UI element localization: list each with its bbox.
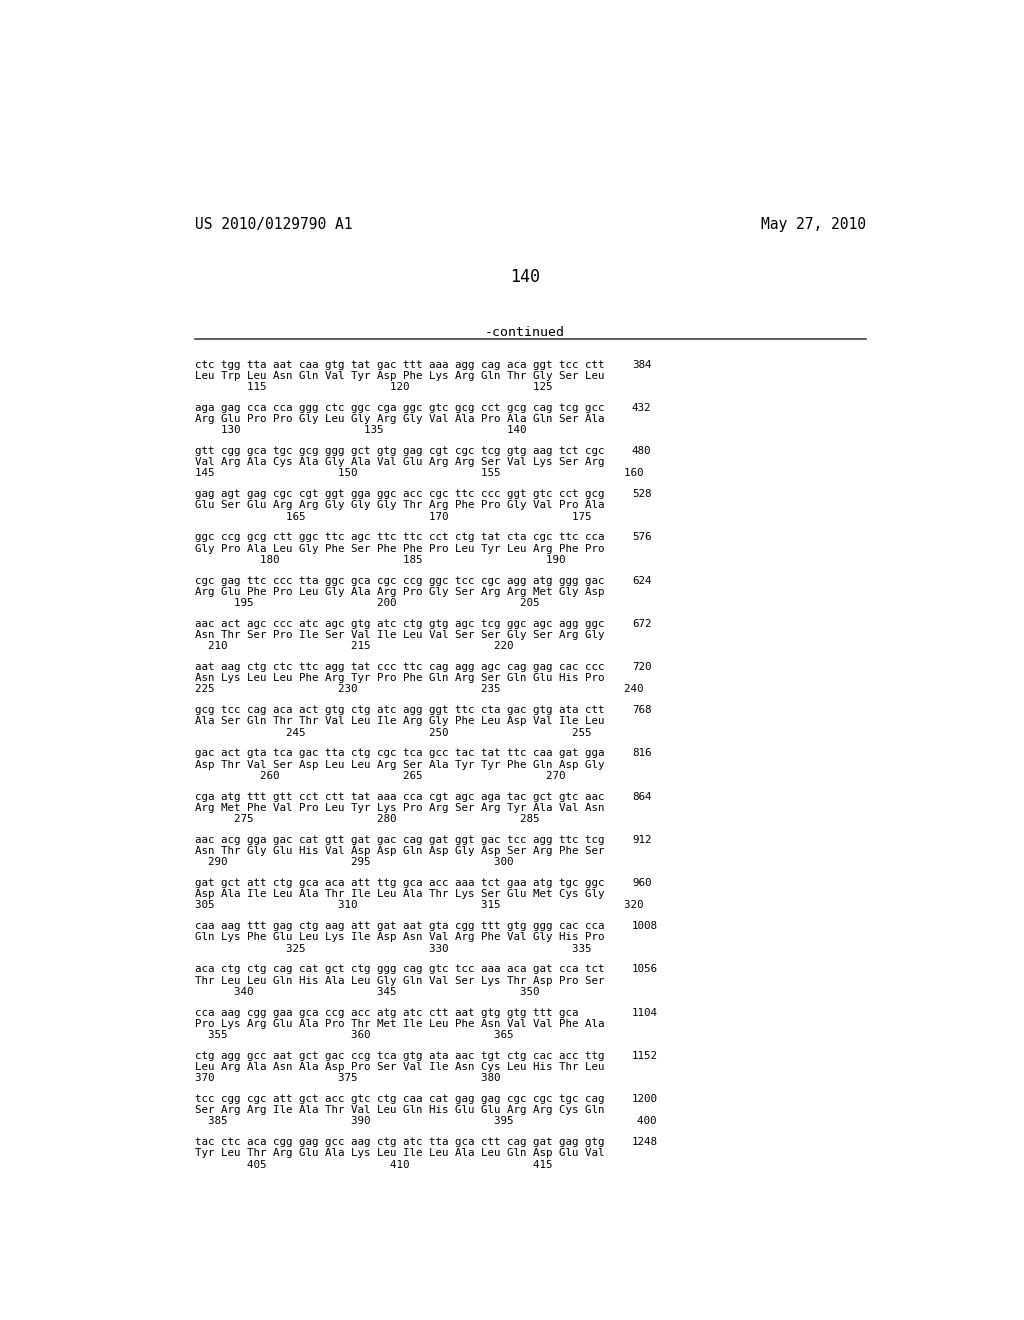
Text: Asp Thr Val Ser Asp Leu Leu Arg Ser Ala Tyr Tyr Phe Gln Asp Gly: Asp Thr Val Ser Asp Leu Leu Arg Ser Ala … bbox=[196, 759, 605, 770]
Text: Asn Thr Ser Pro Ile Ser Val Ile Leu Val Ser Ser Gly Ser Arg Gly: Asn Thr Ser Pro Ile Ser Val Ile Leu Val … bbox=[196, 630, 605, 640]
Text: aat aag ctg ctc ttc agg tat ccc ttc cag agg agc cag gag cac ccc: aat aag ctg ctc ttc agg tat ccc ttc cag … bbox=[196, 663, 605, 672]
Text: Pro Lys Arg Glu Ala Pro Thr Met Ile Leu Phe Asn Val Val Phe Ala: Pro Lys Arg Glu Ala Pro Thr Met Ile Leu … bbox=[196, 1019, 605, 1028]
Text: 864: 864 bbox=[632, 792, 651, 801]
Text: May 27, 2010: May 27, 2010 bbox=[761, 218, 866, 232]
Text: 385                   390                   395                   400: 385 390 395 400 bbox=[196, 1117, 657, 1126]
Text: Gly Pro Ala Leu Gly Phe Ser Phe Phe Pro Leu Tyr Leu Arg Phe Pro: Gly Pro Ala Leu Gly Phe Ser Phe Phe Pro … bbox=[196, 544, 605, 553]
Text: 115                   120                   125: 115 120 125 bbox=[196, 381, 553, 392]
Text: 225                   230                   235                   240: 225 230 235 240 bbox=[196, 684, 644, 694]
Text: 1200: 1200 bbox=[632, 1094, 658, 1104]
Text: Asn Lys Leu Leu Phe Arg Tyr Pro Phe Gln Arg Ser Gln Glu His Pro: Asn Lys Leu Leu Phe Arg Tyr Pro Phe Gln … bbox=[196, 673, 605, 684]
Text: 384: 384 bbox=[632, 359, 651, 370]
Text: Ser Arg Arg Ile Ala Thr Val Leu Gln His Glu Glu Arg Arg Cys Gln: Ser Arg Arg Ile Ala Thr Val Leu Gln His … bbox=[196, 1105, 605, 1115]
Text: 305                   310                   315                   320: 305 310 315 320 bbox=[196, 900, 644, 911]
Text: 355                   360                   365: 355 360 365 bbox=[196, 1030, 514, 1040]
Text: 210                   215                   220: 210 215 220 bbox=[196, 642, 514, 651]
Text: 245                   250                   255: 245 250 255 bbox=[196, 727, 592, 738]
Text: 576: 576 bbox=[632, 532, 651, 543]
Text: 145                   150                   155                   160: 145 150 155 160 bbox=[196, 469, 644, 478]
Text: ctc tgg tta aat caa gtg tat gac ttt aaa agg cag aca ggt tcc ctt: ctc tgg tta aat caa gtg tat gac ttt aaa … bbox=[196, 359, 605, 370]
Text: Glu Ser Glu Arg Arg Gly Gly Gly Thr Arg Phe Pro Gly Val Pro Ala: Glu Ser Glu Arg Arg Gly Gly Gly Thr Arg … bbox=[196, 500, 605, 511]
Text: 340                   345                   350: 340 345 350 bbox=[196, 987, 540, 997]
Text: gag agt gag cgc cgt ggt gga ggc acc cgc ttc ccc ggt gtc cct gcg: gag agt gag cgc cgt ggt gga ggc acc cgc … bbox=[196, 490, 605, 499]
Text: 624: 624 bbox=[632, 576, 651, 586]
Text: 180                   185                   190: 180 185 190 bbox=[196, 554, 566, 565]
Text: 260                   265                   270: 260 265 270 bbox=[196, 771, 566, 781]
Text: 480: 480 bbox=[632, 446, 651, 455]
Text: Arg Glu Phe Pro Leu Gly Ala Arg Pro Gly Ser Arg Arg Met Gly Asp: Arg Glu Phe Pro Leu Gly Ala Arg Pro Gly … bbox=[196, 587, 605, 597]
Text: 816: 816 bbox=[632, 748, 651, 759]
Text: 275                   280                   285: 275 280 285 bbox=[196, 814, 540, 824]
Text: 1248: 1248 bbox=[632, 1138, 658, 1147]
Text: gcg tcc cag aca act gtg ctg atc agg ggt ttc cta gac gtg ata ctt: gcg tcc cag aca act gtg ctg atc agg ggt … bbox=[196, 705, 605, 715]
Text: 912: 912 bbox=[632, 834, 651, 845]
Text: aac acg gga gac cat gtt gat gac cag gat ggt gac tcc agg ttc tcg: aac acg gga gac cat gtt gat gac cag gat … bbox=[196, 834, 605, 845]
Text: cga atg ttt gtt cct ctt tat aaa cca cgt agc aga tac gct gtc aac: cga atg ttt gtt cct ctt tat aaa cca cgt … bbox=[196, 792, 605, 801]
Text: Leu Trp Leu Asn Gln Val Tyr Asp Phe Lys Arg Gln Thr Gly Ser Leu: Leu Trp Leu Asn Gln Val Tyr Asp Phe Lys … bbox=[196, 371, 605, 381]
Text: 1056: 1056 bbox=[632, 965, 658, 974]
Text: aca ctg ctg cag cat gct ctg ggg cag gtc tcc aaa aca gat cca tct: aca ctg ctg cag cat gct ctg ggg cag gtc … bbox=[196, 965, 605, 974]
Text: 960: 960 bbox=[632, 878, 651, 888]
Text: 290                   295                   300: 290 295 300 bbox=[196, 857, 514, 867]
Text: tac ctc aca cgg gag gcc aag ctg atc tta gca ctt cag gat gag gtg: tac ctc aca cgg gag gcc aag ctg atc tta … bbox=[196, 1138, 605, 1147]
Text: gat gct att ctg gca aca att ttg gca acc aaa tct gaa atg tgc ggc: gat gct att ctg gca aca att ttg gca acc … bbox=[196, 878, 605, 888]
Text: caa aag ttt gag ctg aag att gat aat gta cgg ttt gtg ggg cac cca: caa aag ttt gag ctg aag att gat aat gta … bbox=[196, 921, 605, 931]
Text: Asn Thr Gly Glu His Val Asp Asp Gln Asp Gly Asp Ser Arg Phe Ser: Asn Thr Gly Glu His Val Asp Asp Gln Asp … bbox=[196, 846, 605, 855]
Text: gtt cgg gca tgc gcg ggg gct gtg gag cgt cgc tcg gtg aag tct cgc: gtt cgg gca tgc gcg ggg gct gtg gag cgt … bbox=[196, 446, 605, 455]
Text: 140: 140 bbox=[510, 268, 540, 286]
Text: 130                   135                   140: 130 135 140 bbox=[196, 425, 527, 436]
Text: 1152: 1152 bbox=[632, 1051, 658, 1061]
Text: Gln Lys Phe Glu Leu Lys Ile Asp Asn Val Arg Phe Val Gly His Pro: Gln Lys Phe Glu Leu Lys Ile Asp Asn Val … bbox=[196, 932, 605, 942]
Text: cca aag cgg gaa gca ccg acc atg atc ctt aat gtg gtg ttt gca: cca aag cgg gaa gca ccg acc atg atc ctt … bbox=[196, 1007, 579, 1018]
Text: ctg agg gcc aat gct gac ccg tca gtg ata aac tgt ctg cac acc ttg: ctg agg gcc aat gct gac ccg tca gtg ata … bbox=[196, 1051, 605, 1061]
Text: aac act agc ccc atc agc gtg atc ctg gtg agc tcg ggc agc agg ggc: aac act agc ccc atc agc gtg atc ctg gtg … bbox=[196, 619, 605, 628]
Text: 432: 432 bbox=[632, 403, 651, 413]
Text: 1104: 1104 bbox=[632, 1007, 658, 1018]
Text: -continued: -continued bbox=[484, 326, 565, 339]
Text: US 2010/0129790 A1: US 2010/0129790 A1 bbox=[196, 218, 353, 232]
Text: aga gag cca cca ggg ctc ggc cga ggc gtc gcg cct gcg cag tcg gcc: aga gag cca cca ggg ctc ggc cga ggc gtc … bbox=[196, 403, 605, 413]
Text: 165                   170                   175: 165 170 175 bbox=[196, 512, 592, 521]
Text: 672: 672 bbox=[632, 619, 651, 628]
Text: Leu Arg Ala Asn Ala Asp Pro Ser Val Ile Asn Cys Leu His Thr Leu: Leu Arg Ala Asn Ala Asp Pro Ser Val Ile … bbox=[196, 1063, 605, 1072]
Text: tcc cgg cgc att gct acc gtc ctg caa cat gag gag cgc cgc tgc cag: tcc cgg cgc att gct acc gtc ctg caa cat … bbox=[196, 1094, 605, 1104]
Text: ggc ccg gcg ctt ggc ttc agc ttc ttc cct ctg tat cta cgc ttc cca: ggc ccg gcg ctt ggc ttc agc ttc ttc cct … bbox=[196, 532, 605, 543]
Text: 528: 528 bbox=[632, 490, 651, 499]
Text: Val Arg Ala Cys Ala Gly Ala Val Glu Arg Arg Ser Val Lys Ser Arg: Val Arg Ala Cys Ala Gly Ala Val Glu Arg … bbox=[196, 457, 605, 467]
Text: 1008: 1008 bbox=[632, 921, 658, 931]
Text: Asp Ala Ile Leu Ala Thr Ile Leu Ala Thr Lys Ser Glu Met Cys Gly: Asp Ala Ile Leu Ala Thr Ile Leu Ala Thr … bbox=[196, 890, 605, 899]
Text: Arg Glu Pro Pro Gly Leu Gly Arg Gly Val Ala Pro Ala Gln Ser Ala: Arg Glu Pro Pro Gly Leu Gly Arg Gly Val … bbox=[196, 414, 605, 424]
Text: 195                   200                   205: 195 200 205 bbox=[196, 598, 540, 609]
Text: 768: 768 bbox=[632, 705, 651, 715]
Text: Arg Met Phe Val Pro Leu Tyr Lys Pro Arg Ser Arg Tyr Ala Val Asn: Arg Met Phe Val Pro Leu Tyr Lys Pro Arg … bbox=[196, 803, 605, 813]
Text: 325                   330                   335: 325 330 335 bbox=[196, 944, 592, 953]
Text: Tyr Leu Thr Arg Glu Ala Lys Leu Ile Leu Ala Leu Gln Asp Glu Val: Tyr Leu Thr Arg Glu Ala Lys Leu Ile Leu … bbox=[196, 1148, 605, 1159]
Text: cgc gag ttc ccc tta ggc gca cgc ccg ggc tcc cgc agg atg ggg gac: cgc gag ttc ccc tta ggc gca cgc ccg ggc … bbox=[196, 576, 605, 586]
Text: 720: 720 bbox=[632, 663, 651, 672]
Text: gac act gta tca gac tta ctg cgc tca gcc tac tat ttc caa gat gga: gac act gta tca gac tta ctg cgc tca gcc … bbox=[196, 748, 605, 759]
Text: Ala Ser Gln Thr Thr Val Leu Ile Arg Gly Phe Leu Asp Val Ile Leu: Ala Ser Gln Thr Thr Val Leu Ile Arg Gly … bbox=[196, 717, 605, 726]
Text: 370                   375                   380: 370 375 380 bbox=[196, 1073, 501, 1084]
Text: 405                   410                   415: 405 410 415 bbox=[196, 1159, 553, 1170]
Text: Thr Leu Leu Gln His Ala Leu Gly Gln Val Ser Lys Thr Asp Pro Ser: Thr Leu Leu Gln His Ala Leu Gly Gln Val … bbox=[196, 975, 605, 986]
